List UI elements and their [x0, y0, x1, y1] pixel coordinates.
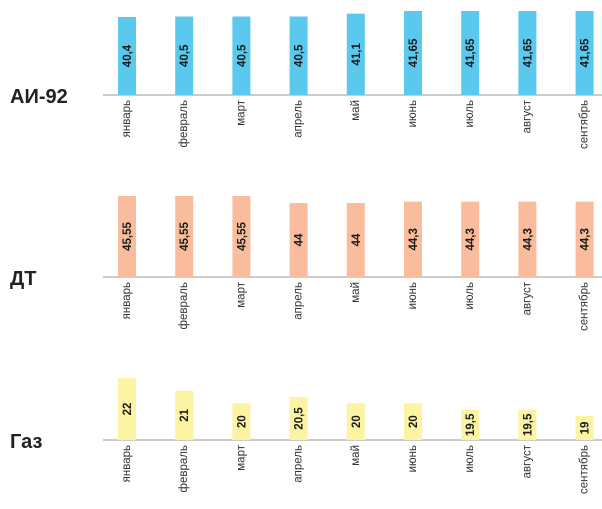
data-label: 44,3	[580, 228, 592, 250]
data-label: 21	[179, 408, 191, 421]
data-label: 19	[580, 422, 592, 435]
data-label: 44,3	[408, 228, 420, 250]
bar	[404, 403, 422, 440]
bar	[518, 409, 537, 440]
bar	[404, 201, 422, 277]
tick-label: июнь	[407, 282, 419, 309]
data-label: 44,3	[465, 228, 477, 250]
data-label: 20	[408, 415, 420, 428]
bar	[175, 196, 194, 277]
tick-label: февраль	[178, 100, 190, 147]
data-label: 40,5	[294, 44, 306, 67]
bar	[118, 378, 136, 440]
data-label: 41,1	[351, 43, 363, 66]
tick-label: май	[350, 445, 362, 466]
bar	[175, 390, 194, 440]
tick-label: март	[235, 444, 247, 470]
bar	[461, 11, 480, 95]
tick-label: март	[235, 99, 247, 125]
bar	[518, 11, 537, 95]
bar	[518, 201, 537, 277]
data-label: 19,5	[522, 413, 534, 436]
bar	[575, 201, 594, 277]
tick-label: март	[235, 281, 247, 307]
chart-title: Газ	[10, 431, 42, 453]
bar	[575, 416, 594, 440]
tick-label: сентябрь	[579, 445, 591, 494]
tick-label: июль	[464, 100, 476, 128]
tick-label: апрель	[293, 282, 305, 320]
bar	[404, 11, 422, 95]
bar	[461, 201, 480, 277]
bar	[232, 16, 251, 95]
data-label: 45,55	[236, 222, 248, 251]
data-label: 20,5	[294, 407, 306, 430]
chart-title: ДТ	[10, 268, 36, 290]
tick-label: май	[350, 100, 362, 121]
data-label: 41,65	[465, 38, 477, 67]
data-label: 20	[236, 415, 248, 428]
data-label: 40,5	[179, 44, 191, 67]
tick-label: июнь	[407, 100, 419, 127]
tick-label: январь	[121, 100, 133, 137]
data-label: 20	[351, 415, 363, 428]
bar	[118, 196, 136, 277]
tick-label: февраль	[178, 282, 190, 329]
tick-label: июль	[464, 282, 476, 310]
data-label: 41,65	[522, 38, 534, 67]
bar	[461, 409, 480, 440]
bar	[232, 196, 251, 277]
data-label: 44	[294, 233, 306, 246]
tick-label: июль	[464, 445, 476, 473]
tick-label: май	[350, 282, 362, 303]
tick-label: апрель	[293, 445, 305, 483]
data-label: 22	[122, 403, 134, 416]
data-label: 40,4	[122, 44, 134, 67]
bar	[175, 16, 194, 95]
bar	[346, 203, 365, 277]
tick-label: январь	[121, 445, 133, 482]
tick-label: февраль	[178, 445, 190, 492]
bar	[289, 16, 308, 95]
bar	[346, 13, 365, 96]
data-label: 40,5	[236, 44, 248, 67]
tick-label: сентябрь	[579, 100, 591, 149]
bar	[118, 17, 136, 95]
bar	[232, 403, 251, 440]
chart-title: АИ-92	[10, 86, 68, 108]
data-label: 41,65	[580, 38, 592, 67]
tick-label: январь	[121, 282, 133, 319]
bar	[346, 403, 365, 440]
tick-label: август	[521, 281, 533, 315]
bar	[289, 397, 308, 440]
tick-label: август	[521, 99, 533, 133]
tick-label: сентябрь	[579, 282, 591, 331]
data-label: 44,3	[522, 228, 534, 250]
data-label: 45,55	[179, 222, 191, 251]
bar	[575, 11, 594, 95]
tick-label: август	[521, 444, 533, 478]
data-label: 44	[351, 233, 363, 246]
tick-label: апрель	[293, 100, 305, 138]
bar	[289, 203, 308, 277]
data-label: 19,5	[465, 413, 477, 436]
data-label: 45,55	[122, 222, 134, 251]
tick-label: июнь	[407, 445, 419, 472]
data-label: 41,65	[408, 38, 420, 67]
